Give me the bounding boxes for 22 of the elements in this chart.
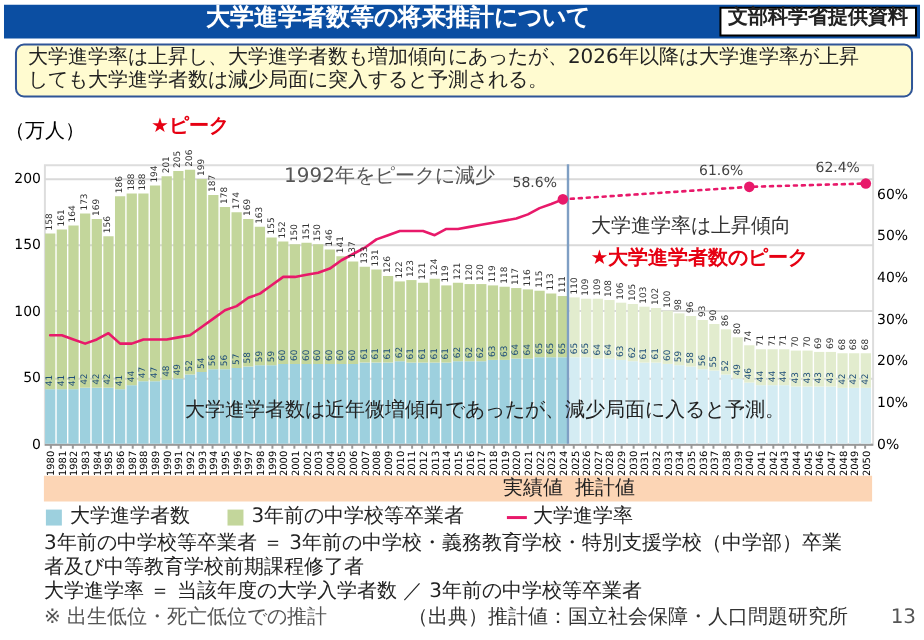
legend-label: 大学進学者数	[69, 503, 190, 528]
annotation: 大学進学率は上昇傾向	[590, 214, 791, 239]
text: 3年前の中学校等卒業者 ＝ 3年前の中学校・義務教育学校・特別支援学校（中学部）卒業者及び中等教育学校前期課程修了者	[43, 531, 842, 580]
point	[744, 181, 755, 193]
text: ※ 出生低位・死亡低位での推計	[43, 605, 327, 630]
text: 実績値	[502, 475, 563, 500]
legend-label: 3年前の中学校等卒業者	[251, 503, 465, 528]
text: （出典）推計値：国立社会保障・人口問題研究所	[408, 605, 849, 630]
point	[557, 194, 569, 205]
legend-label: 大学進学率	[532, 503, 633, 528]
annotation: 大学進学者数は近年微増傾向であったが、減少局面に入ると予測。	[184, 397, 785, 422]
annotation: ★大学進学者数のピーク	[590, 246, 809, 271]
text: 13	[890, 607, 917, 630]
text: 推計値	[574, 475, 635, 500]
chart-title: 大学進学者数等の将来推計について	[206, 2, 591, 31]
chart-subtitle: 大学進学率は上昇し、大学進学者数も増加傾向にあったが、2026年以降は大学進学率が上昇しても大学進学者数は減少局面に突入すると予測される。	[27, 44, 859, 93]
text: 大学進学率 ＝ 当該年度の大学入学者数 ／ 3年前の中学校等卒業者	[43, 579, 642, 604]
annotation: ★ピーク	[151, 113, 229, 138]
annotation: 1992年をピークに減少	[284, 164, 495, 189]
point	[860, 178, 872, 189]
text: 文部科学省提供資料	[726, 4, 909, 29]
y-axis-title: （万人）	[4, 121, 85, 144]
